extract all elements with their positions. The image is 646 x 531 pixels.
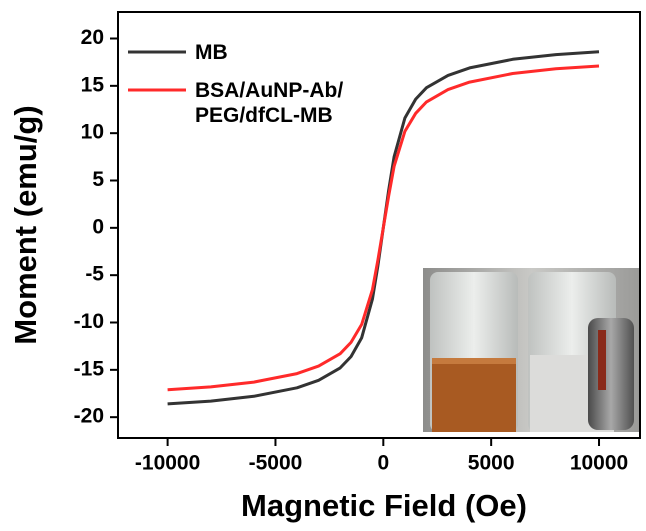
legend-label: BSA/AuNP-Ab/ PEG/dfCL-MB	[195, 78, 343, 128]
x-tick-label: -5000	[249, 452, 303, 475]
inset-photo	[423, 268, 640, 432]
y-tick-label: -20	[74, 405, 104, 428]
x-tick-label: 10000	[570, 452, 628, 475]
x-tick-label: 5000	[468, 452, 515, 475]
y-tick-label: 15	[81, 73, 105, 96]
y-tick-label: 10	[81, 121, 104, 144]
x-tick-label: -10000	[135, 452, 200, 475]
x-axis-title: Magnetic Field (Oe)	[241, 488, 527, 523]
y-axis-title: Moment (emu/g)	[8, 105, 43, 344]
y-tick-label: -5	[85, 263, 104, 286]
legend-label: MB	[195, 40, 228, 65]
x-tick-label: 0	[377, 452, 389, 475]
figure: -10000 -5000 0 5000 10000 -20 -15 -10 -5 0 5 10 15 20…	[0, 0, 646, 531]
y-tick-label: -15	[74, 357, 105, 380]
y-tick-label: 5	[92, 168, 104, 191]
y-tick-label: 20	[81, 26, 104, 49]
y-tick-label: -10	[74, 310, 104, 333]
y-tick-label: 0	[92, 215, 104, 238]
